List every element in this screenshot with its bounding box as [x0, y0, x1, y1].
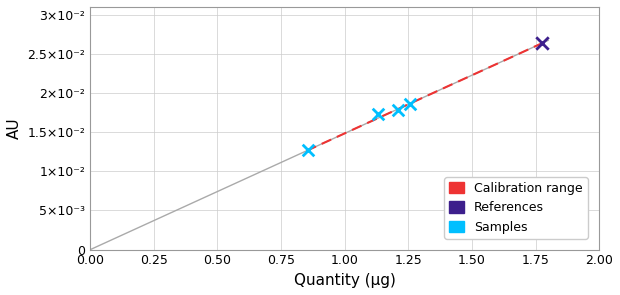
Y-axis label: AU: AU	[7, 117, 22, 139]
Point	[373, 112, 383, 116]
X-axis label: Quantity (µg): Quantity (µg)	[294, 273, 396, 288]
Legend: Calibration range, References, Samples: Calibration range, References, Samples	[444, 177, 588, 239]
Point	[537, 40, 547, 45]
Point	[303, 148, 312, 152]
Point	[393, 108, 403, 112]
Point	[405, 101, 415, 106]
